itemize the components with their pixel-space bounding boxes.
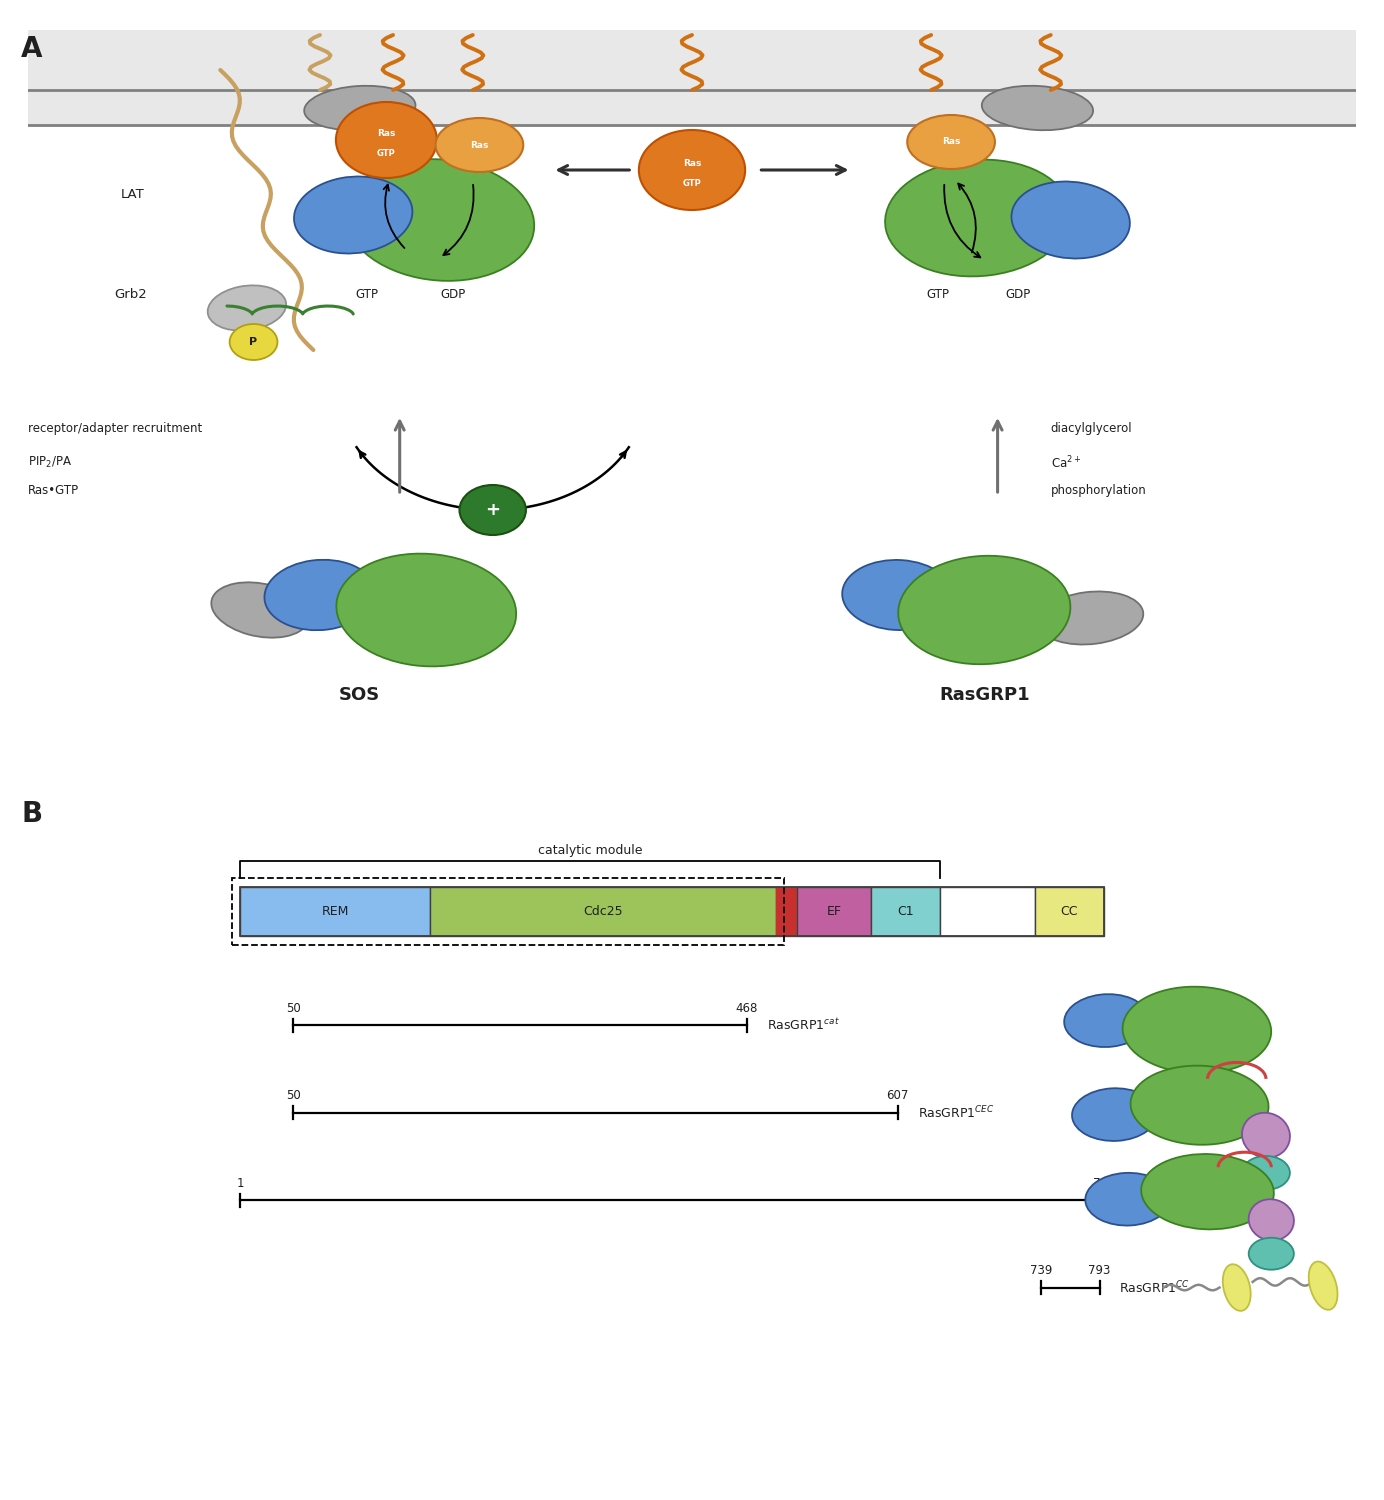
Text: 468: 468 — [736, 1002, 758, 1016]
Text: EF: EF — [826, 904, 841, 918]
Text: SOS: SOS — [339, 686, 381, 703]
Text: Ras: Ras — [943, 138, 960, 147]
Ellipse shape — [981, 86, 1093, 130]
Ellipse shape — [908, 116, 995, 170]
Ellipse shape — [264, 560, 375, 630]
Bar — [241, 886, 1104, 936]
Text: RasGRP1$^{cat}$: RasGRP1$^{cat}$ — [767, 1017, 840, 1034]
Ellipse shape — [212, 582, 309, 638]
Ellipse shape — [336, 554, 516, 666]
Text: catalytic module: catalytic module — [538, 844, 642, 856]
Text: GDP: GDP — [440, 288, 465, 302]
Text: B: B — [21, 800, 42, 828]
Text: Ca$^{2+}$: Ca$^{2+}$ — [1050, 454, 1081, 471]
Bar — [233, 878, 783, 945]
Text: 50: 50 — [286, 1002, 300, 1016]
Text: +: + — [486, 501, 500, 519]
Text: 739: 739 — [1030, 1264, 1052, 1276]
Text: CC: CC — [1060, 904, 1078, 918]
Ellipse shape — [1073, 1088, 1157, 1142]
Text: Grb2: Grb2 — [113, 288, 147, 302]
Text: GTP: GTP — [926, 288, 949, 302]
Text: Cdc25: Cdc25 — [583, 904, 623, 918]
Ellipse shape — [843, 560, 954, 630]
Ellipse shape — [436, 118, 523, 172]
Text: 793: 793 — [1088, 1264, 1111, 1276]
Ellipse shape — [304, 86, 415, 130]
Text: RasGRP1$^{CEC}$: RasGRP1$^{CEC}$ — [918, 1104, 994, 1120]
Text: LAT: LAT — [120, 189, 144, 201]
Text: diacylglycerol: diacylglycerol — [1050, 422, 1132, 435]
Ellipse shape — [1122, 987, 1271, 1074]
Text: phosphorylation: phosphorylation — [1050, 484, 1146, 496]
Text: RasGRP1: RasGRP1 — [938, 686, 1030, 703]
Ellipse shape — [1223, 1264, 1251, 1311]
Text: 607: 607 — [887, 1089, 909, 1102]
Ellipse shape — [1131, 1065, 1269, 1144]
Ellipse shape — [1241, 1113, 1290, 1158]
Text: RasGRP1$^{CC}$: RasGRP1$^{CC}$ — [1120, 1280, 1190, 1296]
Ellipse shape — [1142, 1154, 1273, 1230]
Text: C1: C1 — [897, 904, 913, 918]
Text: GTP: GTP — [376, 148, 396, 158]
Ellipse shape — [1085, 1173, 1171, 1225]
Bar — [797, 886, 871, 936]
Ellipse shape — [293, 177, 412, 254]
Ellipse shape — [208, 285, 286, 330]
Text: receptor/adapter recruitment: receptor/adapter recruitment — [28, 422, 202, 435]
Ellipse shape — [1064, 994, 1149, 1047]
Bar — [940, 886, 1035, 936]
Text: RasGRP1: RasGRP1 — [1124, 1194, 1181, 1206]
Text: P: P — [249, 338, 257, 346]
Ellipse shape — [1241, 1156, 1290, 1190]
Circle shape — [336, 102, 437, 178]
Circle shape — [639, 130, 745, 210]
Text: REM: REM — [321, 904, 349, 918]
Bar — [1035, 886, 1104, 936]
Bar — [871, 886, 940, 936]
Bar — [775, 886, 797, 936]
Text: Ras: Ras — [471, 141, 489, 150]
Bar — [430, 886, 775, 936]
Ellipse shape — [1038, 591, 1143, 645]
Text: GTP: GTP — [682, 178, 702, 188]
Ellipse shape — [886, 159, 1070, 276]
Bar — [241, 886, 430, 936]
Text: A: A — [21, 34, 43, 63]
Text: Ras•GTP: Ras•GTP — [28, 484, 79, 496]
Text: 50: 50 — [286, 1089, 300, 1102]
Circle shape — [230, 324, 277, 360]
Text: GDP: GDP — [1005, 288, 1030, 302]
Ellipse shape — [1248, 1198, 1294, 1240]
Ellipse shape — [898, 556, 1070, 664]
Ellipse shape — [1248, 1238, 1294, 1269]
Ellipse shape — [1309, 1262, 1337, 1310]
Text: GTP: GTP — [354, 288, 378, 302]
Bar — [28, 30, 1356, 124]
Ellipse shape — [1012, 182, 1129, 258]
Text: PIP$_2$/PA: PIP$_2$/PA — [28, 454, 72, 470]
Text: Ras: Ras — [682, 159, 702, 168]
Text: 1: 1 — [237, 1178, 244, 1190]
Text: 797: 797 — [1092, 1178, 1116, 1190]
Circle shape — [459, 484, 526, 536]
Ellipse shape — [345, 159, 534, 280]
Text: Ras: Ras — [378, 129, 396, 138]
